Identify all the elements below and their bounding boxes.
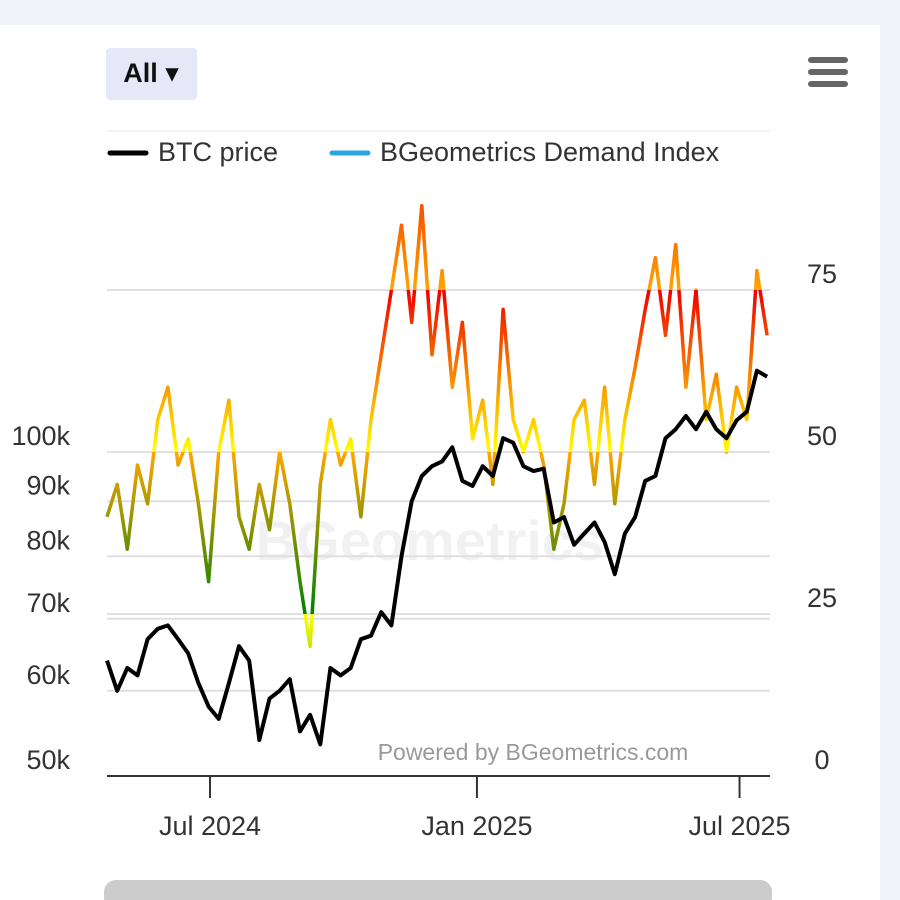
legend-label: BGeometrics Demand Index <box>380 137 720 167</box>
y2-tick-label: 0 <box>814 745 829 775</box>
y-tick-label: 60k <box>26 660 70 690</box>
x-tick-label: Jul 2024 <box>159 811 261 841</box>
scrollbar[interactable] <box>104 880 772 900</box>
y-tick-label: 70k <box>26 588 70 618</box>
y-tick-label: 50k <box>26 745 70 775</box>
y-tick-label: 100k <box>11 421 70 451</box>
y2-tick-label: 50 <box>807 421 837 451</box>
range-button[interactable] <box>106 48 197 100</box>
range-button-label[interactable]: All ▾ <box>123 58 179 88</box>
y-tick-label: 80k <box>26 525 70 555</box>
series-line <box>105 204 769 649</box>
x-tick-label: Jul 2025 <box>688 811 790 841</box>
y-tick-label: 90k <box>26 470 70 500</box>
credits: Powered by BGeometrics.com <box>378 739 689 765</box>
series-line <box>105 368 769 747</box>
y2-tick-label: 75 <box>807 259 837 289</box>
menu-icon[interactable] <box>808 57 848 87</box>
legend-label: BTC price <box>158 137 278 167</box>
y2-tick-label: 25 <box>807 583 837 613</box>
x-tick-label: Jan 2025 <box>421 811 532 841</box>
